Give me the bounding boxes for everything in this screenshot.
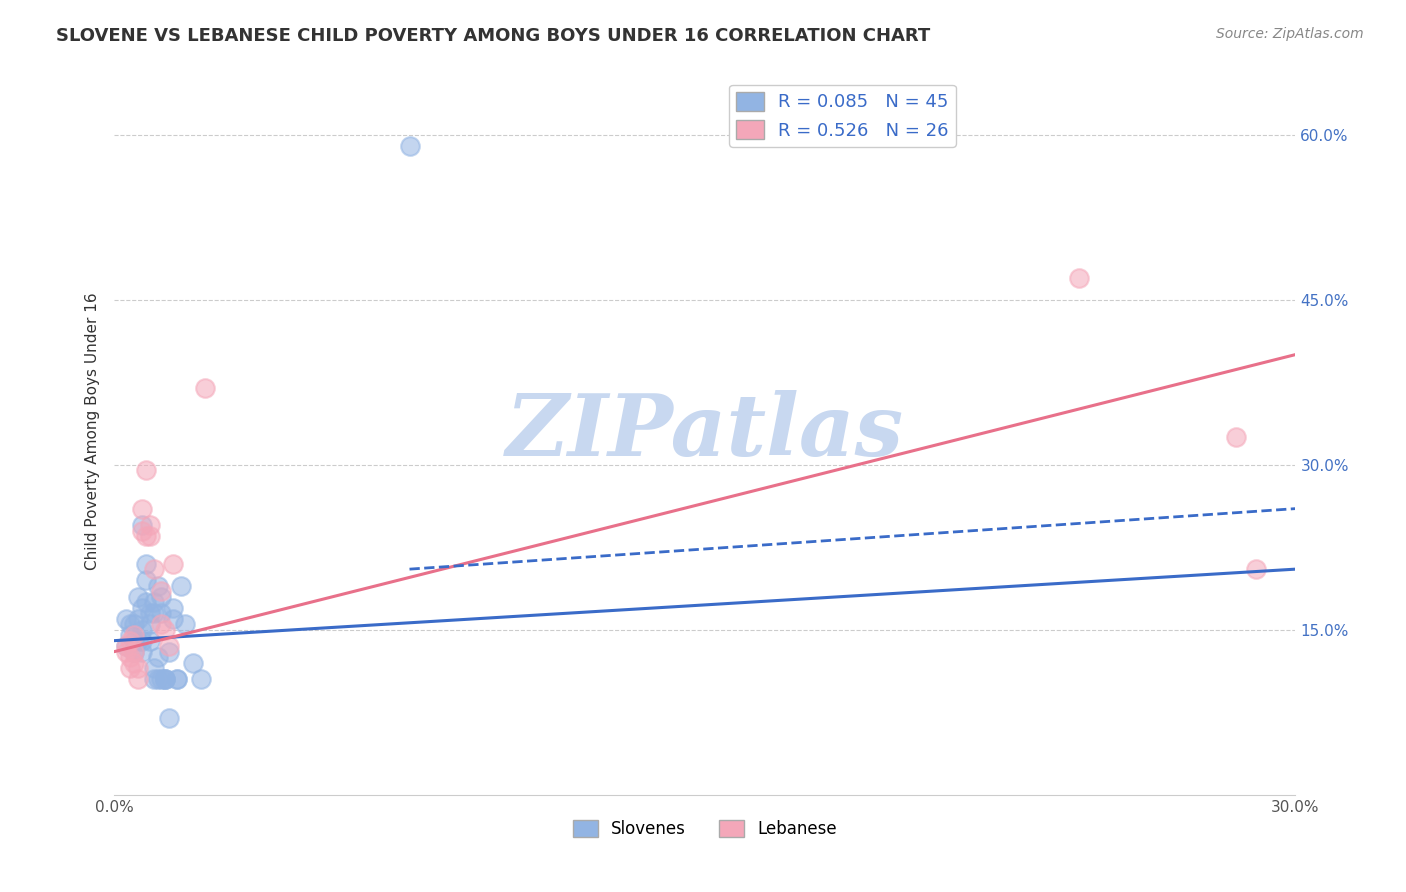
Point bbox=[127, 612, 149, 626]
Point bbox=[131, 524, 153, 538]
Point bbox=[170, 579, 193, 593]
Point bbox=[166, 672, 188, 686]
Point bbox=[127, 590, 149, 604]
Point bbox=[118, 633, 141, 648]
Point bbox=[138, 529, 160, 543]
Point bbox=[157, 645, 180, 659]
Point bbox=[190, 672, 212, 686]
Text: ZIPatlas: ZIPatlas bbox=[506, 390, 904, 474]
Point bbox=[118, 617, 141, 632]
Point bbox=[150, 606, 173, 620]
Point bbox=[122, 645, 145, 659]
Point bbox=[131, 623, 153, 637]
Point bbox=[138, 518, 160, 533]
Point bbox=[138, 617, 160, 632]
Point bbox=[135, 595, 157, 609]
Point bbox=[131, 501, 153, 516]
Point bbox=[135, 573, 157, 587]
Point bbox=[131, 633, 153, 648]
Point bbox=[162, 612, 184, 626]
Point bbox=[127, 672, 149, 686]
Text: SLOVENE VS LEBANESE CHILD POVERTY AMONG BOYS UNDER 16 CORRELATION CHART: SLOVENE VS LEBANESE CHILD POVERTY AMONG … bbox=[56, 27, 931, 45]
Point bbox=[1225, 430, 1247, 444]
Point bbox=[162, 557, 184, 571]
Point bbox=[150, 584, 173, 599]
Point bbox=[118, 661, 141, 675]
Point bbox=[1067, 270, 1090, 285]
Point bbox=[135, 529, 157, 543]
Point bbox=[142, 606, 165, 620]
Point bbox=[122, 628, 145, 642]
Point bbox=[127, 633, 149, 648]
Point bbox=[146, 672, 169, 686]
Point bbox=[122, 656, 145, 670]
Point bbox=[138, 606, 160, 620]
Y-axis label: Child Poverty Among Boys Under 16: Child Poverty Among Boys Under 16 bbox=[86, 293, 100, 570]
Point bbox=[131, 645, 153, 659]
Point bbox=[150, 672, 173, 686]
Point bbox=[146, 650, 169, 665]
Point bbox=[142, 672, 165, 686]
Point bbox=[150, 617, 173, 632]
Point bbox=[157, 711, 180, 725]
Point bbox=[155, 623, 177, 637]
Point bbox=[122, 617, 145, 632]
Point bbox=[194, 381, 217, 395]
Point bbox=[127, 661, 149, 675]
Point bbox=[157, 639, 180, 653]
Point bbox=[131, 600, 153, 615]
Point bbox=[1244, 562, 1267, 576]
Point bbox=[155, 672, 177, 686]
Point bbox=[135, 463, 157, 477]
Point bbox=[142, 595, 165, 609]
Point bbox=[122, 633, 145, 648]
Point bbox=[142, 562, 165, 576]
Point bbox=[131, 518, 153, 533]
Point bbox=[150, 590, 173, 604]
Point bbox=[146, 579, 169, 593]
Point bbox=[118, 650, 141, 665]
Point bbox=[115, 645, 138, 659]
Text: Source: ZipAtlas.com: Source: ZipAtlas.com bbox=[1216, 27, 1364, 41]
Point bbox=[135, 557, 157, 571]
Point bbox=[115, 639, 138, 653]
Point bbox=[174, 617, 197, 632]
Point bbox=[138, 633, 160, 648]
Point bbox=[166, 672, 188, 686]
Point bbox=[122, 645, 145, 659]
Point bbox=[118, 628, 141, 642]
Point bbox=[142, 661, 165, 675]
Point bbox=[155, 672, 177, 686]
Point bbox=[181, 656, 204, 670]
Point bbox=[155, 672, 177, 686]
Point bbox=[115, 639, 138, 653]
Point bbox=[115, 612, 138, 626]
Point bbox=[162, 600, 184, 615]
Point bbox=[398, 138, 420, 153]
Legend: Slovenes, Lebanese: Slovenes, Lebanese bbox=[565, 813, 844, 845]
